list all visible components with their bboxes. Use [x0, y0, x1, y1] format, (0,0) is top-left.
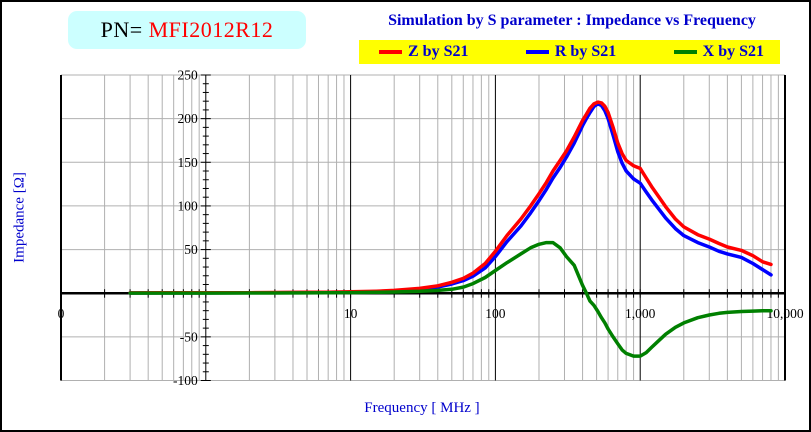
y-tick-label: 100 [178, 198, 199, 213]
x-tick-label: 10,000 [766, 306, 803, 321]
legend-item-x: X by S21 [673, 43, 764, 60]
x-axis-title: Frequency [ MHz ] [364, 400, 480, 416]
series-line-z [128, 100, 773, 295]
y-tick-label: -50 [180, 329, 198, 344]
x-tick-label: 0 [58, 306, 65, 321]
y-tick-label: 250 [178, 68, 199, 83]
r-series-swatch-icon [525, 50, 549, 54]
y-axis-title: Impedance [Ω] [11, 172, 28, 263]
y-tick-label: 150 [178, 155, 199, 170]
part-number-label: PN= [100, 17, 143, 42]
part-number-value: MFI2012R12 [148, 17, 274, 42]
legend-label-z: Z by S21 [408, 43, 469, 60]
legend-item-r: R by S21 [525, 43, 617, 60]
series-line-x [128, 240, 773, 358]
part-number-box: PN= MFI2012R12 [68, 11, 306, 49]
x-series-swatch-icon [673, 50, 697, 54]
legend: Z by S21 R by S21 X by S21 [359, 40, 780, 64]
y-tick-label: 200 [178, 111, 199, 126]
series-line-r [128, 102, 773, 295]
chart-title: Simulation by S parameter : Impedance vs… [388, 12, 756, 29]
x-tick-label: 10 [344, 306, 358, 321]
legend-label-x: X by S21 [702, 43, 764, 60]
legend-label-r: R by S21 [554, 43, 617, 60]
legend-item-z: Z by S21 [379, 44, 468, 60]
z-series-swatch-icon [379, 50, 402, 54]
x-tick-label: 100 [485, 306, 506, 321]
y-tick-label: 50 [184, 242, 198, 257]
x-tick-label: 1,000 [625, 306, 656, 321]
y-tick-label: -100 [173, 373, 198, 388]
